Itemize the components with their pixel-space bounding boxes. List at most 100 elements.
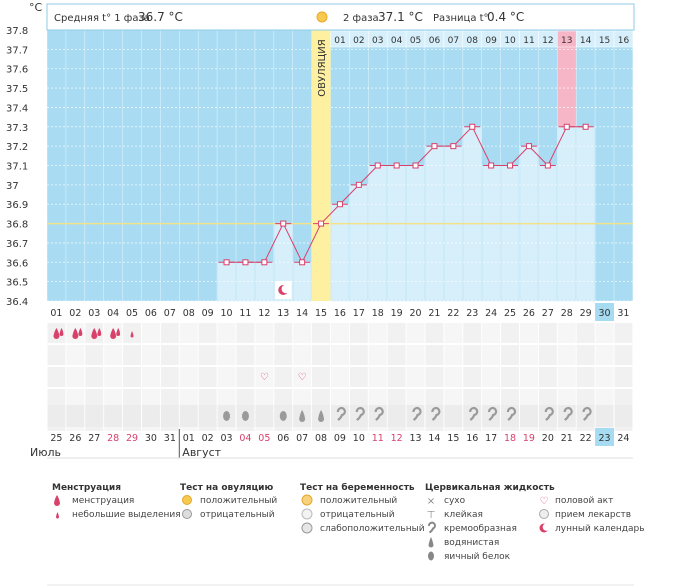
- phase2-day-label: 08: [467, 36, 479, 46]
- temperature-point[interactable]: [412, 162, 419, 169]
- legend-moon-icon-cutout: [542, 523, 551, 531]
- y-tick-label: 36.6: [6, 258, 28, 269]
- header-box: [46, 3, 635, 31]
- creamy-icon: [563, 406, 573, 421]
- temperature-bar: [557, 126, 576, 302]
- creamy-icon: [412, 406, 422, 421]
- symbol-cell: [66, 345, 85, 365]
- temperature-point[interactable]: [374, 162, 381, 169]
- temperature-point[interactable]: [299, 259, 306, 266]
- calendar-date-label: 05: [258, 433, 270, 444]
- temperature-line: [226, 125, 586, 264]
- cycle-day-label: 17: [353, 308, 365, 319]
- symbol-cell: [236, 389, 255, 409]
- phase2-day-label: 04: [391, 36, 403, 46]
- phase2-day-label: 14: [580, 36, 592, 46]
- y-tick-label: 37.4: [6, 103, 28, 114]
- symbol-cell: [520, 323, 538, 343]
- calendar-date-label: 01: [183, 433, 195, 444]
- calendar-date-label: 14: [428, 433, 440, 444]
- symbol-cell: [501, 367, 519, 387]
- symbol-cell: [217, 345, 236, 365]
- phase2-day-label: 16: [618, 36, 630, 46]
- temperature-point[interactable]: [318, 220, 325, 227]
- y-tick-label: 37: [6, 181, 19, 192]
- symbol-cell: [538, 389, 557, 409]
- temperature-point[interactable]: [431, 143, 438, 150]
- temperature-point[interactable]: [223, 259, 230, 266]
- symbol-cell: [123, 389, 141, 409]
- creamy-icon: [355, 406, 365, 421]
- fluid-cell: [387, 405, 406, 427]
- diff-value: 0.4 °C: [487, 10, 524, 24]
- symbol-cell: [482, 367, 501, 387]
- temperature-point[interactable]: [469, 123, 476, 130]
- symbol-cell: [236, 323, 255, 343]
- creamy-icon: [582, 406, 592, 421]
- cycle-day-label: 07: [164, 308, 176, 319]
- calendar-date-label: 27: [88, 433, 100, 444]
- fluid-cell: [85, 405, 104, 427]
- cycle-day-label: 10: [221, 308, 233, 319]
- symbol-cell: [104, 389, 123, 409]
- creamy-icon: [469, 406, 479, 421]
- cycle-day-label: 22: [447, 308, 459, 319]
- symbol-cell: [47, 389, 66, 409]
- symbol-cell: [331, 345, 349, 365]
- symbol-cell: [198, 345, 217, 365]
- temperature-bar: [368, 165, 387, 302]
- fluid-cell: [520, 405, 538, 427]
- temperature-point[interactable]: [280, 220, 287, 227]
- symbol-cell: [425, 367, 444, 387]
- month-label-right: Август: [182, 446, 221, 459]
- temperature-point[interactable]: [393, 162, 400, 169]
- legend-intercourse: половой акт: [555, 496, 613, 506]
- symbol-cell: [425, 389, 444, 409]
- temperature-point[interactable]: [242, 259, 249, 266]
- temperature-point[interactable]: [488, 162, 495, 169]
- calendar-date-label: 19: [523, 433, 535, 444]
- legend-pregnancy-weak: слабоположительный: [320, 524, 425, 534]
- cycle-day-label: 14: [296, 308, 308, 319]
- calendar-date-label: 16: [466, 433, 478, 444]
- symbol-cell: [368, 323, 387, 343]
- calendar-date-label: 20: [542, 433, 554, 444]
- temperature-point[interactable]: [544, 162, 551, 169]
- symbol-cell: [66, 389, 85, 409]
- phase2-day-label: 06: [429, 36, 441, 46]
- temperature-point[interactable]: [355, 181, 362, 188]
- temperature-point[interactable]: [582, 123, 589, 130]
- phase2-day-cell: [613, 30, 634, 48]
- fluid-cell: [66, 405, 85, 427]
- fluid-cell: [179, 405, 198, 427]
- symbol-cell: [293, 389, 312, 409]
- temperature-point[interactable]: [507, 162, 514, 169]
- y-tick-label: 36.9: [6, 200, 28, 211]
- symbol-cell: [463, 389, 482, 409]
- symbol-cell: [444, 345, 463, 365]
- creamy-icon: [544, 406, 554, 421]
- cycle-day-label: 03: [88, 308, 100, 319]
- calendar-date-label: 17: [485, 433, 497, 444]
- phase2-day-label: 07: [448, 36, 459, 46]
- creamy-icon: [374, 406, 384, 421]
- temperature-point[interactable]: [563, 123, 570, 130]
- cycle-day-label: 30: [599, 308, 611, 319]
- symbol-cell: [501, 345, 519, 365]
- symbol-cell: [482, 389, 501, 409]
- legend-spotting-item: небольшие выделения: [72, 510, 181, 520]
- temperature-point[interactable]: [450, 143, 457, 150]
- menstruation-icon-small: [116, 328, 121, 336]
- symbol-cell: [142, 389, 160, 409]
- y-tick-label: 36.5: [6, 278, 28, 289]
- cycle-day-label: 23: [466, 308, 478, 319]
- phase2-day-label: 15: [599, 36, 610, 46]
- temperature-point[interactable]: [525, 143, 532, 150]
- legend-ovulation-negative: отрицательный: [200, 510, 275, 520]
- temperature-point[interactable]: [261, 259, 268, 266]
- legend-pregnancy-negative: отрицательный: [320, 510, 395, 520]
- cycle-day-label: 04: [107, 308, 119, 319]
- temperature-point[interactable]: [336, 201, 343, 208]
- legend-pregnancy-weak-icon: [301, 522, 313, 534]
